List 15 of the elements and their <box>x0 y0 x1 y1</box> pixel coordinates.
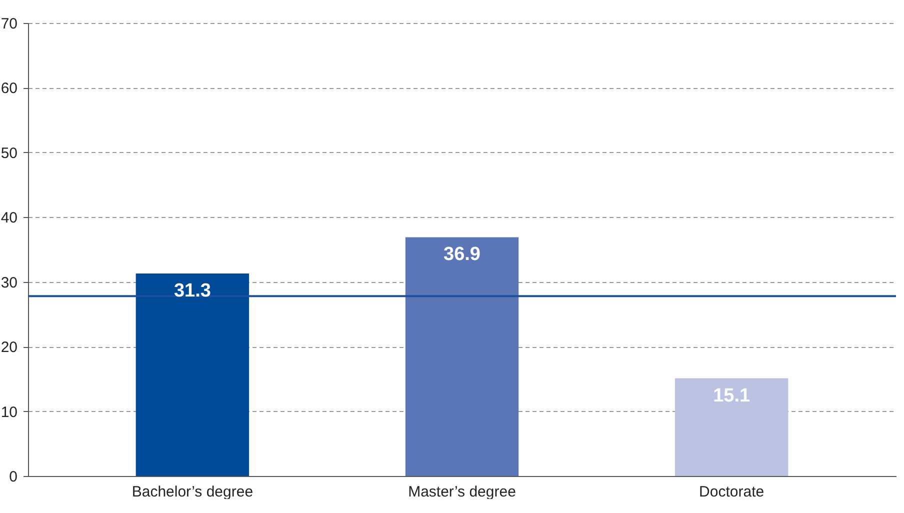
bar <box>136 273 250 476</box>
y-tick-label: 50 <box>0 144 18 162</box>
x-tick-label: Doctorate <box>699 484 764 500</box>
bar <box>405 237 519 476</box>
y-tick-label: 60 <box>0 80 18 98</box>
y-tick-label: 10 <box>0 404 18 421</box>
y-tick-label: 20 <box>0 339 18 356</box>
data-label: 36.9 <box>444 244 480 266</box>
y-tick-label: 70 <box>0 16 18 32</box>
data-label: 15.1 <box>713 385 750 406</box>
y-tick-label: 0 <box>9 468 18 486</box>
y-tick-label: 30 <box>0 274 18 292</box>
bar <box>674 378 788 476</box>
y-tick-label: 40 <box>0 210 18 227</box>
data-label: 31.3 <box>174 280 211 302</box>
